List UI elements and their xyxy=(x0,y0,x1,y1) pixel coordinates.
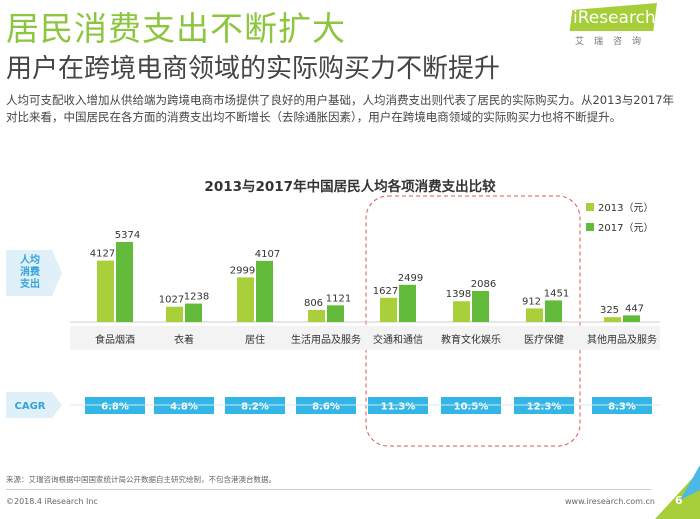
cagr-value: 8.2% xyxy=(241,402,269,413)
website-url: www.iresearch.com.cn xyxy=(565,497,655,506)
category-label: 生活用品及服务 xyxy=(291,333,361,346)
bar-2013 xyxy=(380,297,397,322)
cagr-value: 8.3% xyxy=(608,402,636,413)
bar-2013 xyxy=(166,306,183,322)
category-label: 衣着 xyxy=(174,333,194,346)
cagr-value: 6.8% xyxy=(101,402,129,413)
ylabel-arrow xyxy=(6,250,62,296)
page-number: 6 xyxy=(675,494,683,507)
data-label: 2086 xyxy=(471,279,496,290)
data-label: 1451 xyxy=(544,288,569,299)
y-axis-label: 支出 xyxy=(19,277,40,290)
legend-swatch xyxy=(586,203,594,211)
cagr-value: 8.6% xyxy=(312,402,340,413)
source-note: 来源：艾瑞咨询根据中国国家统计局公开数据自主研究绘制，不包含港澳台数据。 xyxy=(6,475,276,484)
bar-2017 xyxy=(185,303,202,322)
data-label: 1398 xyxy=(446,289,471,300)
data-label: 4107 xyxy=(255,249,280,260)
cagr-value: 12.3% xyxy=(527,402,562,413)
data-label: 1027 xyxy=(159,295,184,306)
copyright: ©2018.4 iResearch Inc xyxy=(6,497,98,506)
legend-label: 2017（元） xyxy=(598,222,653,234)
y-axis-label: 消费 xyxy=(20,265,40,278)
category-label: 居住 xyxy=(245,333,265,346)
bar-2017 xyxy=(623,315,640,322)
data-label: 1121 xyxy=(326,293,351,304)
bar-2017 xyxy=(472,290,489,322)
highlight-box xyxy=(365,195,581,447)
page-subtitle: 用户在跨境电商领域的实际购买力不断提升 xyxy=(6,54,501,84)
data-label: 447 xyxy=(625,303,644,314)
bar-2013 xyxy=(237,277,254,322)
chart-title: 2013与2017年中国居民人均各项消费支出比较 xyxy=(204,179,496,195)
legend-label: 2013（元） xyxy=(598,202,653,214)
data-label: 1238 xyxy=(184,292,209,303)
category-label: 医疗保健 xyxy=(524,333,564,346)
category-band xyxy=(70,326,660,350)
category-label: 教育文化娱乐 xyxy=(441,333,501,346)
cagr-value: 11.3% xyxy=(381,402,416,413)
page-title: 居民消费支出不断扩大 xyxy=(6,9,346,48)
cagr-value: 10.5% xyxy=(454,402,489,413)
y-axis-label: 人均 xyxy=(20,253,40,266)
bar-2017 xyxy=(545,300,562,322)
data-label: 806 xyxy=(304,298,323,309)
bar-2017 xyxy=(256,260,273,322)
data-label: 1627 xyxy=(373,286,398,297)
footer-divider xyxy=(6,489,651,490)
category-label: 食品烟酒 xyxy=(95,333,135,346)
bar-2013 xyxy=(97,260,114,322)
description: 人均可支配收入增加从供给端为跨境电商市场提供了良好的用户基础，人均消费支出则代表… xyxy=(6,93,675,124)
cagr-arrow xyxy=(6,392,62,418)
data-label: 5374 xyxy=(115,230,140,241)
data-label: 4127 xyxy=(90,249,115,260)
bar-2017 xyxy=(116,242,133,322)
legend-swatch xyxy=(586,223,594,231)
data-label: 2499 xyxy=(398,273,423,284)
cagr-label: CAGR xyxy=(15,401,46,412)
bar-2013 xyxy=(526,308,543,322)
data-label: 325 xyxy=(600,305,619,316)
cagr-value: 4.8% xyxy=(170,402,198,413)
category-label: 其他用品及服务 xyxy=(587,333,657,346)
data-label: 2999 xyxy=(230,265,255,276)
bar-2013 xyxy=(308,310,325,322)
data-label: 912 xyxy=(522,296,541,307)
bar-2017 xyxy=(399,284,416,322)
bar-2017 xyxy=(327,305,344,322)
bar-2013 xyxy=(604,317,621,322)
logo-subtitle: 艾瑞咨询 xyxy=(575,37,652,47)
bar-2013 xyxy=(453,301,470,322)
category-label: 交通和通信 xyxy=(373,333,423,346)
